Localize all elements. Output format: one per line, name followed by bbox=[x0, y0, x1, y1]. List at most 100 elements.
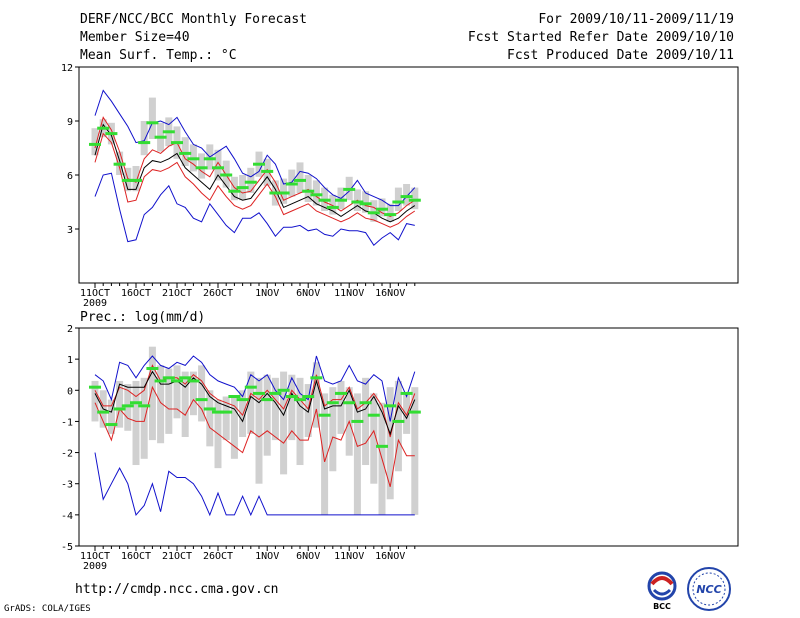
panel1-observed-marker bbox=[384, 213, 397, 217]
panel2-spread-bar bbox=[247, 371, 255, 434]
panel1-observed-marker bbox=[302, 189, 315, 193]
panel1-xtick-label: 16OCT bbox=[121, 288, 151, 299]
panel1-series-min bbox=[94, 172, 415, 246]
panel2-observed-marker bbox=[130, 401, 142, 405]
panel2-xtick-label: 21OCT bbox=[162, 551, 192, 562]
panel2-observed-marker bbox=[343, 401, 356, 405]
panel1-observed-marker bbox=[179, 151, 192, 155]
panel2-observed-marker bbox=[89, 385, 101, 389]
source-url[interactable]: http://cmdp.ncc.cma.gov.cn bbox=[75, 582, 279, 597]
panel1-spread-bar bbox=[386, 203, 394, 222]
panel2-xtick-label: 6NOV bbox=[296, 551, 320, 562]
panel2-observed-marker bbox=[285, 395, 298, 399]
panel2-spread-bar bbox=[353, 393, 361, 515]
panel2-spread-bar bbox=[165, 368, 173, 434]
panel2-observed-marker bbox=[384, 404, 397, 408]
panel2-spread-bar bbox=[263, 374, 271, 456]
panel2-ytick-label: 1 bbox=[67, 355, 73, 366]
panel2-year-label: 2009 bbox=[83, 561, 107, 572]
panel1-observed-marker bbox=[171, 141, 183, 145]
panel2-xtick-label: 11NOV bbox=[334, 551, 364, 562]
panel2-spread-bar bbox=[124, 384, 132, 431]
panel1-observed-marker bbox=[326, 205, 339, 209]
panel2-series-mean bbox=[94, 370, 416, 436]
panel2-observed-marker bbox=[203, 407, 216, 411]
panel1-series-max bbox=[94, 89, 416, 207]
panel1-observed-marker bbox=[367, 211, 380, 215]
panel1-observed-marker bbox=[310, 193, 323, 197]
panel2-ytick-label: -1 bbox=[61, 417, 73, 428]
panel1-spread-bar bbox=[214, 149, 222, 181]
panel2-observed-marker bbox=[228, 395, 241, 399]
panel2-observed-marker bbox=[277, 388, 290, 392]
variable-label: Mean Surf. Temp.: °C bbox=[80, 48, 237, 63]
panel1-observed-marker bbox=[162, 130, 175, 134]
panel2-ytick-label: 2 bbox=[67, 324, 73, 335]
panel2-spread-bar bbox=[337, 380, 345, 434]
panel1-observed-marker bbox=[253, 162, 265, 166]
panel2-xtick-label: 1NOV bbox=[255, 551, 279, 562]
panel1-observed-marker bbox=[105, 132, 118, 136]
panel1-spread-bar bbox=[304, 175, 312, 202]
panel1-ytick-label: 3 bbox=[67, 225, 73, 236]
panel1-observed-marker bbox=[343, 187, 356, 191]
panel1-observed-marker bbox=[335, 198, 347, 202]
panel2-frame bbox=[78, 327, 739, 547]
panel1-xtick-label: 11OCT bbox=[80, 288, 110, 299]
panel2-spread-bar bbox=[107, 399, 115, 434]
panel2-observed-marker bbox=[187, 379, 200, 383]
panel1-spread-bar bbox=[247, 167, 255, 193]
panel1-spread-bar bbox=[230, 176, 238, 201]
panel2-observed-marker bbox=[408, 410, 421, 414]
panel1-xtick-label: 26OCT bbox=[203, 288, 233, 299]
panel2-spread-bar bbox=[321, 393, 329, 515]
svg-text:NCC: NCC bbox=[696, 583, 721, 596]
panel2-observed-marker bbox=[244, 385, 257, 389]
panel1-series-lower bbox=[94, 132, 416, 228]
panel1-observed-marker bbox=[400, 195, 413, 199]
panel1-observed-marker bbox=[408, 198, 421, 202]
panel2-observed-marker bbox=[154, 379, 167, 383]
panel1-spread-bar bbox=[296, 162, 304, 193]
fcst-produced-date: Fcst Produced Date 2009/10/11 bbox=[507, 48, 734, 63]
panel1-xtick-label: 6NOV bbox=[296, 288, 320, 299]
panel1-spread-bar bbox=[280, 178, 288, 204]
panel1-observed-marker bbox=[154, 135, 167, 139]
panel2-spread-bar bbox=[271, 377, 279, 441]
panel1-ytick-label: 9 bbox=[67, 117, 73, 128]
panel2-observed-marker bbox=[400, 391, 413, 395]
panel1-spread-bar bbox=[370, 200, 378, 222]
panel2-observed-marker bbox=[302, 395, 315, 399]
panel2-spread-bar bbox=[239, 390, 247, 437]
chart-title: DERF/NCC/BCC Monthly Forecast bbox=[80, 12, 307, 27]
panel2-ytick-label: -4 bbox=[61, 511, 73, 522]
panel2-spread-bar bbox=[132, 380, 140, 466]
ncc-logo: NCC bbox=[687, 567, 731, 611]
panel2-observed-marker bbox=[105, 423, 118, 427]
panel2-spread-bar bbox=[91, 380, 99, 422]
panel2-observed-marker bbox=[326, 401, 339, 405]
panel1-observed-marker bbox=[351, 200, 364, 204]
panel1-observed-marker bbox=[294, 178, 306, 182]
panel2-observed-marker bbox=[236, 398, 249, 402]
panel2-spread-bar bbox=[403, 393, 411, 434]
panel2-observed-marker bbox=[261, 398, 274, 402]
panel1-observed-marker bbox=[195, 166, 208, 170]
panel2-series-lower bbox=[94, 385, 415, 487]
panel2-xtick-label: 26OCT bbox=[203, 551, 233, 562]
panel2-observed-marker bbox=[146, 366, 159, 370]
panel1-xtick-label: 11NOV bbox=[334, 288, 364, 299]
panel1-observed-marker bbox=[228, 189, 241, 193]
panel2-xtick-label: 16OCT bbox=[121, 551, 151, 562]
panel1-ytick-label: 6 bbox=[67, 171, 73, 182]
panel1-observed-marker bbox=[277, 191, 290, 195]
panel1-series-mean bbox=[94, 123, 416, 223]
panel2-spread-bar bbox=[222, 396, 230, 441]
panel2-spread-bar bbox=[362, 377, 370, 466]
panel2-observed-marker bbox=[121, 404, 134, 408]
panel2-spread-bar bbox=[386, 387, 394, 500]
panel2-observed-marker bbox=[318, 413, 331, 417]
bcc-logo: BCC bbox=[647, 571, 677, 611]
panel2-observed-marker bbox=[171, 379, 183, 383]
panel2-observed-marker bbox=[335, 391, 347, 395]
